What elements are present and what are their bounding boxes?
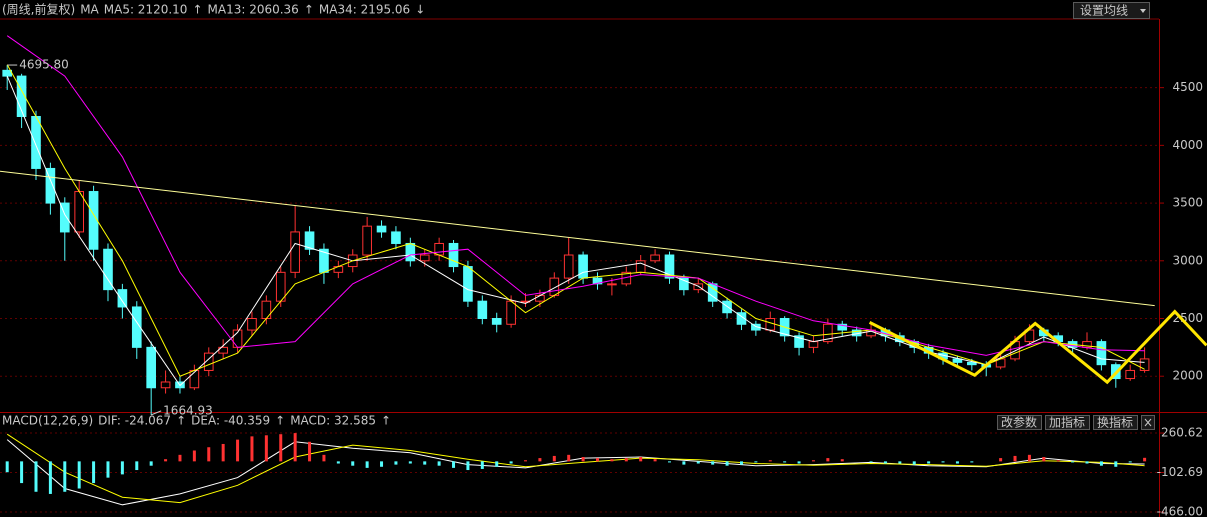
- candle-body: [391, 231, 401, 244]
- moving-average-line: [6, 64, 1145, 377]
- candle-body: [650, 254, 660, 262]
- candle-body: [635, 260, 646, 273]
- candle-body: [16, 75, 27, 117]
- y-tick-label: 2500: [1172, 311, 1203, 325]
- candle-body: [477, 300, 488, 320]
- candle-body: [448, 242, 459, 268]
- extreme-label: 1664.93: [163, 403, 213, 417]
- legend-entry: MACD: 32.585: [290, 414, 376, 428]
- extreme-label: 4695.80: [19, 58, 69, 72]
- candle-body: [463, 266, 473, 302]
- macd-line: [6, 433, 1145, 504]
- candle-body: [59, 202, 70, 233]
- candle-body: [607, 283, 617, 286]
- candle-body: [290, 231, 300, 273]
- moving-average-line: [6, 75, 1145, 387]
- legend-entry: DIF: -24.067: [98, 414, 171, 428]
- indicator-title: MACD(12,26,9): [2, 414, 93, 428]
- legend-trend: ↑: [176, 414, 186, 428]
- legend-entry: DEA: -40.359: [191, 414, 270, 428]
- candle-body: [837, 323, 848, 331]
- candle-body: [578, 254, 588, 279]
- extreme-pointer: [150, 410, 162, 416]
- candle-body: [362, 225, 372, 256]
- candle-body: [664, 254, 675, 279]
- candle-body: [405, 242, 416, 262]
- candle-body: [736, 312, 747, 325]
- set-ma-button-label[interactable]: 设置均线: [1080, 4, 1128, 18]
- indicator-button-label[interactable]: 改参数: [1001, 415, 1037, 430]
- candle-body: [45, 167, 56, 204]
- candle-body: [1096, 341, 1107, 366]
- dropdown-arrow[interactable]: [1140, 9, 1146, 13]
- y-tick-label: -466.00: [1157, 504, 1203, 517]
- legend-trend: ↑: [304, 3, 314, 17]
- drawn-line: [0, 170, 1155, 307]
- drawn-line: [868, 309, 1207, 385]
- candle-body: [103, 248, 113, 291]
- y-tick-label: 3500: [1172, 196, 1203, 210]
- candle-body: [419, 254, 430, 262]
- indicator-button[interactable]: [1045, 415, 1090, 430]
- candle-body: [160, 381, 171, 389]
- candle-body: [146, 346, 156, 389]
- y-tick-label: 4000: [1172, 138, 1203, 152]
- candle-body: [189, 369, 200, 389]
- candle-body: [1139, 358, 1150, 371]
- indicator-button-label[interactable]: 换指标: [1097, 415, 1133, 430]
- indicator-label: MA: [80, 3, 99, 17]
- candle-body: [74, 191, 85, 233]
- close-icon[interactable]: [1144, 418, 1152, 427]
- y-tick-label: -102.69: [1157, 465, 1203, 479]
- candle-body: [751, 323, 761, 331]
- candle-body: [117, 289, 128, 308]
- candle-body: [679, 277, 689, 291]
- candle-body: [2, 69, 13, 77]
- candle-body: [823, 323, 833, 343]
- legend-trend: ↑: [275, 414, 285, 428]
- candle-body: [247, 318, 257, 331]
- candle-body: [794, 335, 804, 348]
- candle-body: [203, 352, 214, 371]
- y-tick-label: 3000: [1172, 253, 1203, 267]
- legend-trend: ↓: [415, 3, 425, 17]
- legend-entry: MA13: 2060.36: [208, 3, 299, 17]
- indicator-button[interactable]: [1093, 415, 1138, 430]
- y-tick-label: 4500: [1172, 80, 1203, 94]
- candle-body: [1125, 369, 1136, 380]
- candle-body: [304, 231, 315, 250]
- candle-body: [434, 242, 444, 256]
- candle-body: [967, 361, 977, 366]
- candle-body: [808, 341, 819, 348]
- candle-body: [376, 225, 387, 233]
- indicator-button[interactable]: [997, 415, 1042, 430]
- y-tick-label: 2000: [1172, 369, 1203, 383]
- legend-entry: MA5: 2120.10: [104, 3, 188, 17]
- y-tick-label: 260.62: [1161, 426, 1203, 440]
- indicator-button-label[interactable]: 加指标: [1049, 415, 1085, 430]
- candle-body: [952, 358, 963, 363]
- candle-body: [563, 254, 574, 279]
- candle-body: [88, 191, 99, 250]
- candle-body: [765, 318, 776, 331]
- candle-body: [31, 115, 41, 169]
- candle-body: [131, 306, 142, 348]
- candle-body: [535, 294, 545, 302]
- moving-average-line: [6, 35, 1145, 356]
- period-label: (周线,前复权): [2, 2, 75, 17]
- legend-entry: MA34: 2195.06: [319, 3, 410, 17]
- set-ma-button[interactable]: [1073, 2, 1150, 19]
- candle-body: [592, 277, 603, 285]
- candle-body: [506, 300, 516, 325]
- candle-body: [261, 300, 272, 320]
- legend-trend: ↑: [192, 3, 202, 17]
- candle-body: [491, 318, 502, 325]
- legend-trend: ↑: [381, 414, 391, 428]
